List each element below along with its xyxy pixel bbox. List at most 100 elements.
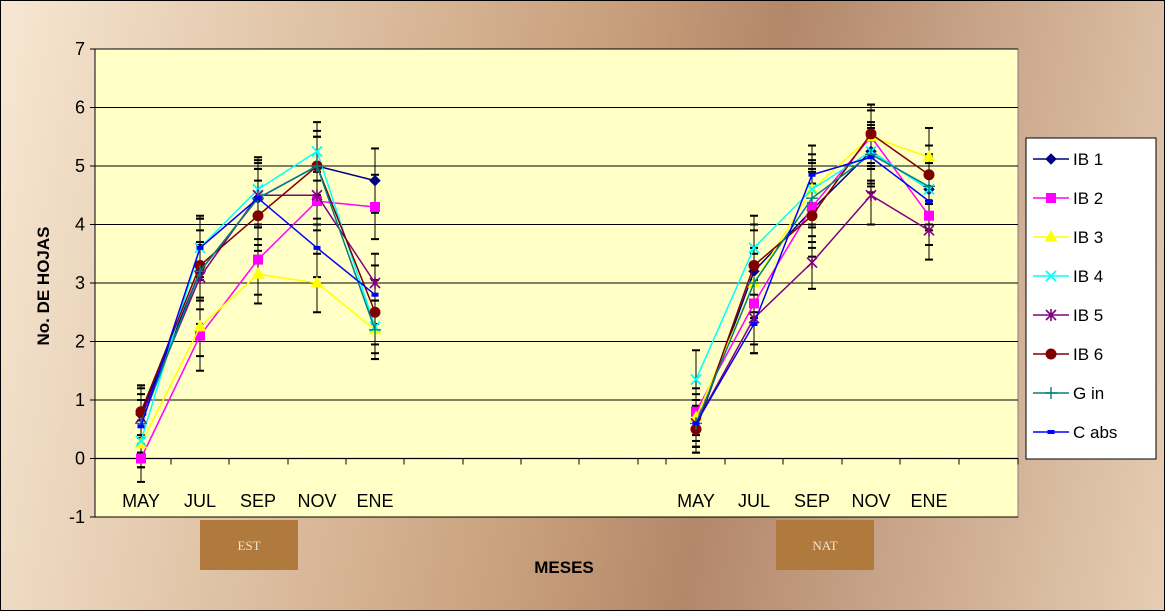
x-tick-label: ENE: [910, 491, 947, 511]
point-marker: [923, 224, 935, 237]
data-point: [806, 192, 818, 205]
data-point: [808, 172, 816, 177]
point-marker: [253, 254, 263, 265]
legend-label: IB 4: [1073, 267, 1103, 286]
point-marker: [254, 196, 262, 201]
data-point: [865, 189, 877, 202]
x-tick-label: SEP: [794, 491, 830, 511]
point-marker: [923, 180, 935, 193]
data-point: [311, 145, 323, 158]
data-point: [194, 265, 206, 278]
y-tick-label: 0: [75, 449, 85, 469]
data-point: [369, 323, 381, 336]
data-point: [310, 275, 324, 288]
data-point: [867, 155, 875, 160]
legend-label: IB 3: [1073, 228, 1103, 247]
point-marker: [865, 189, 877, 202]
point-marker: [808, 172, 816, 177]
y-tick-label: 6: [75, 98, 85, 118]
legend-label: C abs: [1073, 423, 1117, 442]
legend-label: IB 1: [1073, 150, 1103, 169]
group-label-box: [200, 520, 298, 570]
data-point: [1045, 387, 1057, 399]
data-point: [1044, 229, 1058, 242]
x-tick-label: MAY: [122, 491, 160, 511]
point-marker: [692, 421, 700, 426]
point-marker: [865, 128, 877, 140]
point-marker: [922, 150, 936, 162]
point-marker: [369, 174, 381, 187]
point-marker: [311, 189, 323, 202]
x-axis-title: MESES: [534, 558, 594, 577]
point-marker: [749, 298, 759, 309]
point-marker: [806, 210, 818, 222]
group-label-box: [776, 520, 874, 570]
data-point: [371, 292, 379, 297]
data-point: [865, 128, 877, 140]
x-tick-label: JUL: [184, 491, 216, 511]
y-axis-title: No. DE HOJAS: [34, 226, 53, 345]
legend-label: IB 2: [1073, 189, 1103, 208]
data-point: [925, 199, 933, 204]
legend-entry: IB 5: [1033, 306, 1103, 325]
legend-label: IB 5: [1073, 306, 1103, 325]
data-point: [1045, 348, 1057, 360]
data-point: [137, 424, 145, 429]
point-marker: [369, 306, 381, 318]
legend-entry: C abs: [1033, 423, 1117, 442]
data-point: [253, 254, 263, 265]
point-marker: [748, 259, 760, 271]
data-point: [193, 319, 207, 332]
data-point: [806, 210, 818, 222]
data-point: [1046, 193, 1056, 203]
point-marker: [748, 242, 760, 254]
data-point: [1045, 309, 1057, 321]
data-point: [923, 180, 935, 193]
point-marker: [370, 201, 380, 212]
y-tick-label: 2: [75, 332, 85, 352]
data-point: [806, 256, 818, 269]
data-point: [311, 160, 323, 172]
group-label: NAT: [812, 538, 837, 553]
data-point: [369, 174, 381, 187]
point-marker: [193, 319, 207, 332]
data-point: [370, 201, 380, 212]
point-marker: [252, 210, 264, 222]
legend-entry: IB 2: [1033, 189, 1103, 208]
data-point: [922, 150, 936, 162]
data-point: [1045, 153, 1057, 165]
y-tick-label: 5: [75, 156, 85, 176]
point-marker: [1045, 270, 1057, 282]
point-marker: [925, 199, 933, 204]
point-marker: [313, 245, 321, 250]
point-marker: [1045, 348, 1057, 360]
legend-label: G in: [1073, 384, 1104, 403]
data-point: [313, 245, 321, 250]
point-marker: [311, 145, 323, 158]
x-tick-label: MAY: [677, 491, 715, 511]
y-tick-label: 7: [75, 39, 85, 59]
point-marker: [806, 192, 818, 205]
legend-entry: IB 1: [1033, 150, 1103, 169]
data-point: [749, 298, 759, 309]
data-point: [254, 196, 262, 201]
legend-entry: IB 4: [1033, 267, 1103, 286]
y-tick-label: -1: [69, 507, 85, 527]
legend-box: [1025, 137, 1157, 460]
data-point: [924, 210, 934, 221]
point-marker: [369, 323, 381, 336]
legend-entry: IB 3: [1033, 228, 1103, 247]
point-marker: [196, 245, 204, 250]
data-point: [369, 306, 381, 318]
data-point: [1045, 270, 1057, 282]
point-marker: [194, 265, 206, 278]
data-point: [251, 267, 265, 279]
data-point: [748, 242, 760, 254]
data-point: [923, 224, 935, 237]
data-point: [748, 259, 760, 271]
point-marker: [371, 292, 379, 297]
y-tick-label: 1: [75, 390, 85, 410]
y-tick-label: 3: [75, 273, 85, 293]
